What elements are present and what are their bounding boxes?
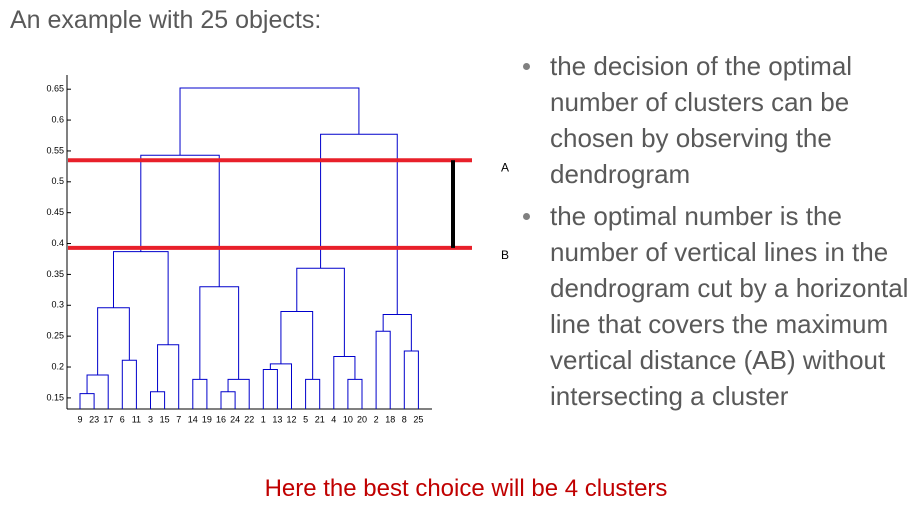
dendrogram: 0.15 0.2 0.25 0.3 0.35 0.4 0.45 0.5 0.55 0.6 0.65 9… [46,75,509,424]
leaf-label: 21 [315,414,325,424]
cluster-link [157,344,180,409]
cluster-link [269,363,292,409]
cluster-link [97,307,130,376]
cluster-link [140,154,220,287]
cluster-link [382,314,412,351]
cluster-link [86,374,109,409]
cluster-link [121,359,137,409]
leaf-label: 13 [272,414,282,424]
leaf-label: 10 [343,414,353,424]
cluster-link [305,378,321,409]
y-tick-label: 0.55 [46,145,64,155]
cluster-link [227,378,250,409]
leaf-label: 19 [202,414,212,424]
bullet-list: the decision of the optimal number of cl… [520,48,910,420]
leaf-label: 7 [176,414,181,424]
leaf-label: 3 [148,414,153,424]
cluster-link [199,286,240,380]
cluster-link [179,87,360,156]
cluster-link [280,310,314,380]
leaf-label: 4 [331,414,336,424]
leaf-label: 15 [160,414,170,424]
cluster-link [403,350,419,409]
leaf-label: 25 [413,414,423,424]
y-tick-label: 0.3 [51,300,64,310]
cluster-link [150,391,166,409]
y-tick-label: 0.45 [46,207,64,217]
leaf-label: 11 [132,414,141,424]
y-tick-label: 0.6 [51,114,64,124]
leaf-label: 8 [402,414,407,424]
y-tick-label: 0.35 [46,269,64,279]
leaf-label: 16 [216,414,226,424]
leaf-label: 20 [357,414,367,424]
cluster-link [347,378,363,409]
y-tick-label: 0.65 [46,84,64,94]
leaf-label: 2 [374,414,379,424]
cluster-link [79,393,95,409]
bullet: the decision of the optimal number of cl… [520,48,910,192]
cluster-link [375,330,391,409]
leaf-label: 1 [261,414,266,424]
cluster-link [333,356,356,409]
cut-label: A [501,160,509,174]
conclusion: Here the best choice will be 4 clusters [264,475,668,502]
leaf-label: 17 [103,414,113,424]
cluster-link [296,267,345,357]
cluster-link [262,368,278,409]
leaf-label: 22 [244,414,254,424]
y-tick-label: 0.2 [51,361,64,371]
y-tick-label: 0.4 [51,238,64,248]
leaf-label: 24 [230,414,240,424]
y-tick-label: 0.5 [51,176,64,186]
leaf-label: 23 [89,414,99,424]
cluster-link [192,378,208,409]
leaf-label: 9 [77,414,82,424]
cluster-link [112,251,169,345]
y-tick-label: 0.15 [46,392,64,402]
leaf-label: 14 [188,414,198,424]
cut-label: B [501,248,509,262]
cluster-link [220,391,236,409]
leaf-label: 12 [286,414,296,424]
leaf-label: 5 [303,414,308,424]
y-tick-label: 0.25 [46,331,64,341]
leaf-label: 18 [385,414,395,424]
slide-title: An example with 25 objects: [10,6,322,34]
bullet: the optimal number is the number of vert… [520,198,910,414]
leaf-label: 6 [120,414,125,424]
